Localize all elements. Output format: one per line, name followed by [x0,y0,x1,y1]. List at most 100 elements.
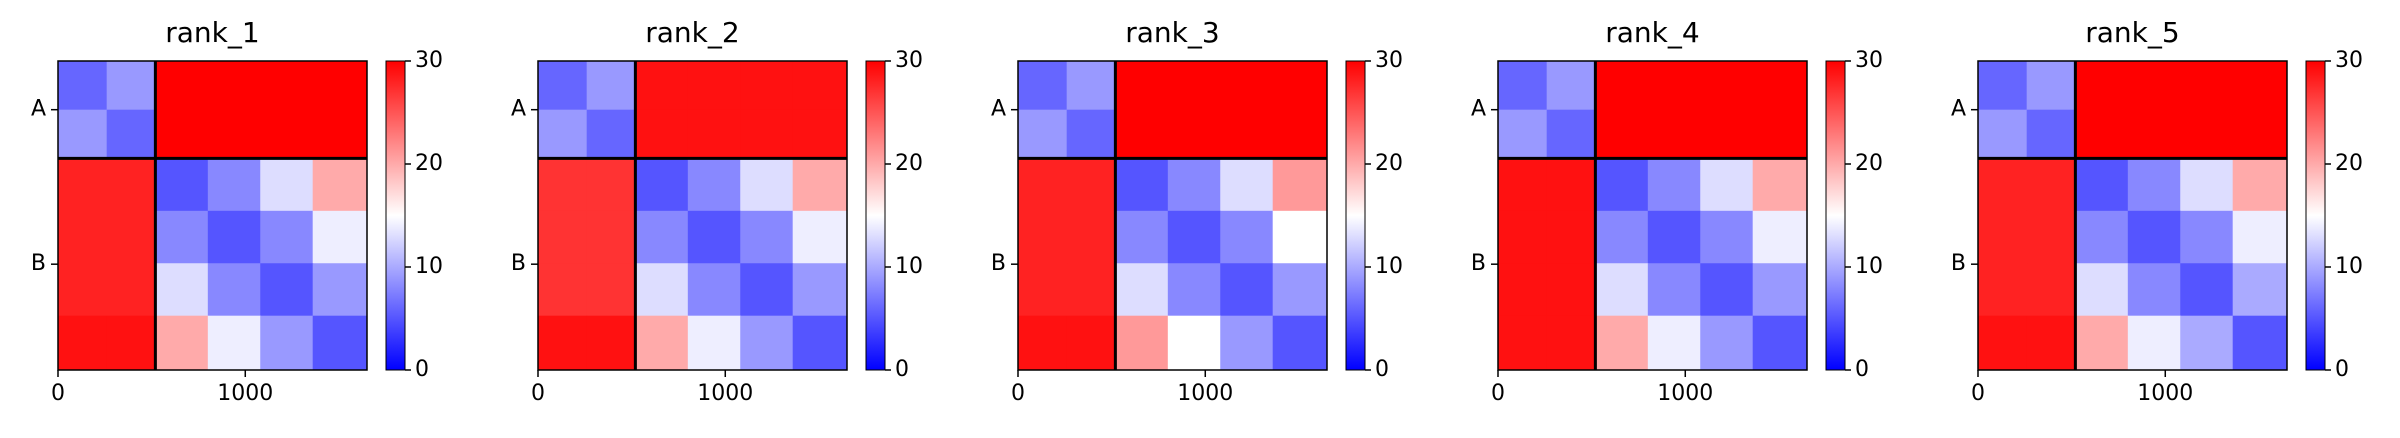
heatmap-cell [1647,263,1701,317]
heatmap-cell [106,158,156,212]
colorbar-tick-label: 10 [2335,254,2363,279]
heatmap-cell [312,210,368,264]
heatmap-cell [2232,263,2288,317]
heatmap-cell [260,109,314,159]
heatmap-cell [2232,109,2288,159]
heatmap-cell [58,61,108,111]
heatmap-cell [1115,158,1169,212]
heatmap-cell [1700,109,1754,159]
heatmap-cell [635,263,689,317]
heatmap-cell [1546,158,1596,212]
heatmap-cell [260,61,314,111]
heatmap-cell [1647,158,1701,212]
heatmap-cell [1595,263,1649,317]
panel-title: rank_2 [645,16,739,49]
heatmap-cell [1752,263,1808,317]
colorbar-tick-label: 20 [415,151,443,176]
heatmap-cell [1700,263,1754,317]
heatmap-cell [1018,61,1068,111]
heatmap-cell [1595,109,1649,159]
heatmap-cell [1978,61,2028,111]
heatmap-cell [1647,210,1701,264]
heatmap-cell [260,210,314,264]
heatmap-cell [792,158,848,212]
heatmap-cell [106,315,156,371]
heatmap-cell [155,109,209,159]
heatmap-cell [207,263,261,317]
heatmap-cell [635,210,689,264]
heatmap-cell [1115,109,1169,159]
heatmap-cell [1700,210,1754,264]
heatmap-cell [2232,210,2288,264]
heatmap-cell [2075,210,2129,264]
y-tick-label: A [511,97,526,122]
colorbar-tick-label: 0 [415,357,429,382]
heatmap-cell [1115,210,1169,264]
heatmap-cell [1546,109,1596,159]
heatmap-cell [1272,61,1328,111]
heatmap-cell [2127,109,2181,159]
heatmap-cell [1978,263,2028,317]
plot-frame [1497,60,1808,371]
heatmap-cell [2180,61,2234,111]
heatmap-cell [687,263,741,317]
heatmap-cell [1066,109,1116,159]
heatmap-cell [1018,210,1068,264]
heatmap-cell [1167,158,1221,212]
heatmap-cell [2232,315,2288,371]
heatmap-cell [1498,158,1548,212]
heatmap-cell [1272,263,1328,317]
heatmap-cell [687,315,741,371]
x-tick-label: 1000 [1657,381,1713,406]
heatmap-cell [635,61,689,111]
x-tick-label: 0 [1491,381,1505,406]
heatmap-cell [586,109,636,159]
heatmap-cell [312,158,368,212]
heatmap-cell [312,61,368,111]
heatmap-cell [1595,315,1649,371]
heatmap-cell [207,210,261,264]
heatmap-cell [1498,61,1548,111]
heatmap-cell [1018,109,1068,159]
colorbar-tick-label: 30 [1375,48,1403,73]
heatmap-cell [740,61,794,111]
y-tick-label: A [991,97,1006,122]
heatmap-cell [1220,263,1274,317]
heatmap-cell [538,109,588,159]
heatmap-cell [1167,210,1221,264]
heatmap-cell [260,158,314,212]
x-tick-label: 0 [51,381,65,406]
heatmap-cell [2075,263,2129,317]
colorbar-tick-label: 10 [1855,254,1883,279]
heatmap-cell [1752,210,1808,264]
heatmap-cell [538,210,588,264]
heatmap-cell [635,109,689,159]
colorbar-tick-label: 30 [895,48,923,73]
heatmap-cell [1498,315,1548,371]
colorbar-tick-label: 20 [1375,151,1403,176]
heatmap-cell [1220,315,1274,371]
heatmap-cell [1220,158,1274,212]
heatmap-cell [312,315,368,371]
plot-frame [1017,60,1328,371]
x-tick-label: 0 [1011,381,1025,406]
colorbar-tick-label: 10 [895,254,923,279]
heatmap-cell [1220,210,1274,264]
heatmap-cell [740,109,794,159]
heatmap-cell [1546,61,1596,111]
heatmap-cell [687,158,741,212]
heatmap-cell [1546,210,1596,264]
heatmap-cell [2180,109,2234,159]
heatmap-cell [58,315,108,371]
plot-frame [57,60,368,371]
heatmap-cell [2026,109,2076,159]
heatmap-cell [207,61,261,111]
heatmap-cell [635,315,689,371]
heatmap-cell [1272,210,1328,264]
colorbar-tick-label: 0 [895,357,909,382]
heatmap-cell [106,210,156,264]
heatmap-cell [106,61,156,111]
heatmap-cell [586,61,636,111]
colorbar-tick-label: 30 [1855,48,1883,73]
